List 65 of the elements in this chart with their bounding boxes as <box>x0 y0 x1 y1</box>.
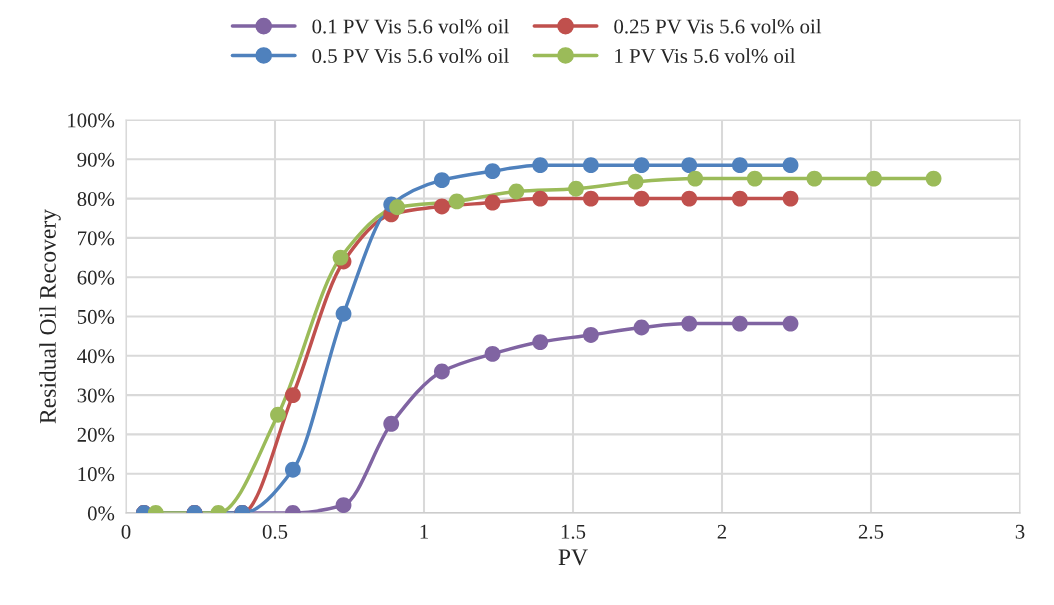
x-tick-label: 2 <box>717 524 727 539</box>
point <box>335 305 352 322</box>
point <box>582 327 599 343</box>
point <box>582 190 599 207</box>
point <box>484 345 501 362</box>
point <box>633 157 650 174</box>
point <box>925 170 942 187</box>
legend-label: 0.25 PV Vis 5.6 vol% oil <box>614 18 822 34</box>
point <box>448 193 465 210</box>
point <box>335 497 352 513</box>
x-tick-label: 2.5 <box>858 524 884 539</box>
point <box>582 157 599 174</box>
point <box>433 172 450 189</box>
y-tick-label: 80% <box>77 191 115 207</box>
point <box>284 461 301 478</box>
y-tick-label: 40% <box>77 349 115 364</box>
point <box>484 163 501 180</box>
point <box>731 190 748 207</box>
x-tick-label: 0.5 <box>262 524 288 539</box>
point <box>332 249 349 266</box>
point <box>731 315 748 332</box>
point <box>284 387 301 404</box>
point <box>866 170 882 187</box>
point <box>484 194 501 211</box>
x-tick-label: 1.5 <box>561 524 586 539</box>
point <box>433 363 450 380</box>
point <box>389 199 406 216</box>
point <box>681 190 698 207</box>
point <box>433 198 450 215</box>
y-tick-label: 100% <box>68 113 115 128</box>
legend-label: 0.1 PV Vis 5.6 vol% oil <box>312 18 509 34</box>
x-tick-label: 3 <box>1015 524 1025 539</box>
point <box>731 157 748 174</box>
point <box>383 415 400 432</box>
point <box>532 190 549 207</box>
y-tick-label: 10% <box>78 467 115 482</box>
x-tick-label: 0 <box>121 524 131 539</box>
y-axis-title: Residual Oil Recovery <box>39 209 61 424</box>
point <box>782 315 799 332</box>
point <box>568 180 584 197</box>
point <box>270 406 286 423</box>
y-tick-label: 0% <box>87 506 115 521</box>
point <box>681 157 698 174</box>
point <box>532 157 549 174</box>
point <box>681 315 698 332</box>
point <box>746 170 763 187</box>
point <box>782 190 799 207</box>
point <box>782 157 799 174</box>
x-axis-title: PV <box>558 549 588 566</box>
point <box>532 334 549 350</box>
y-tick-label: 20% <box>77 427 115 442</box>
point <box>633 190 650 207</box>
y-tick-label: 60% <box>77 270 115 285</box>
point <box>687 170 704 187</box>
x-tick-label: 1 <box>420 524 428 539</box>
legend-label: 0.5 PV Vis 5.6 vol% oil <box>312 48 509 64</box>
point <box>806 170 823 187</box>
y-tick-label: 90% <box>77 152 115 167</box>
y-tick-label: 70% <box>78 231 115 246</box>
point <box>627 173 644 190</box>
point <box>633 319 650 336</box>
y-tick-label: 30% <box>77 388 115 403</box>
point <box>508 183 525 200</box>
legend-label: 1 PV Vis 5.6 vol% oil <box>615 48 796 64</box>
y-tick-label: 50% <box>77 309 115 324</box>
